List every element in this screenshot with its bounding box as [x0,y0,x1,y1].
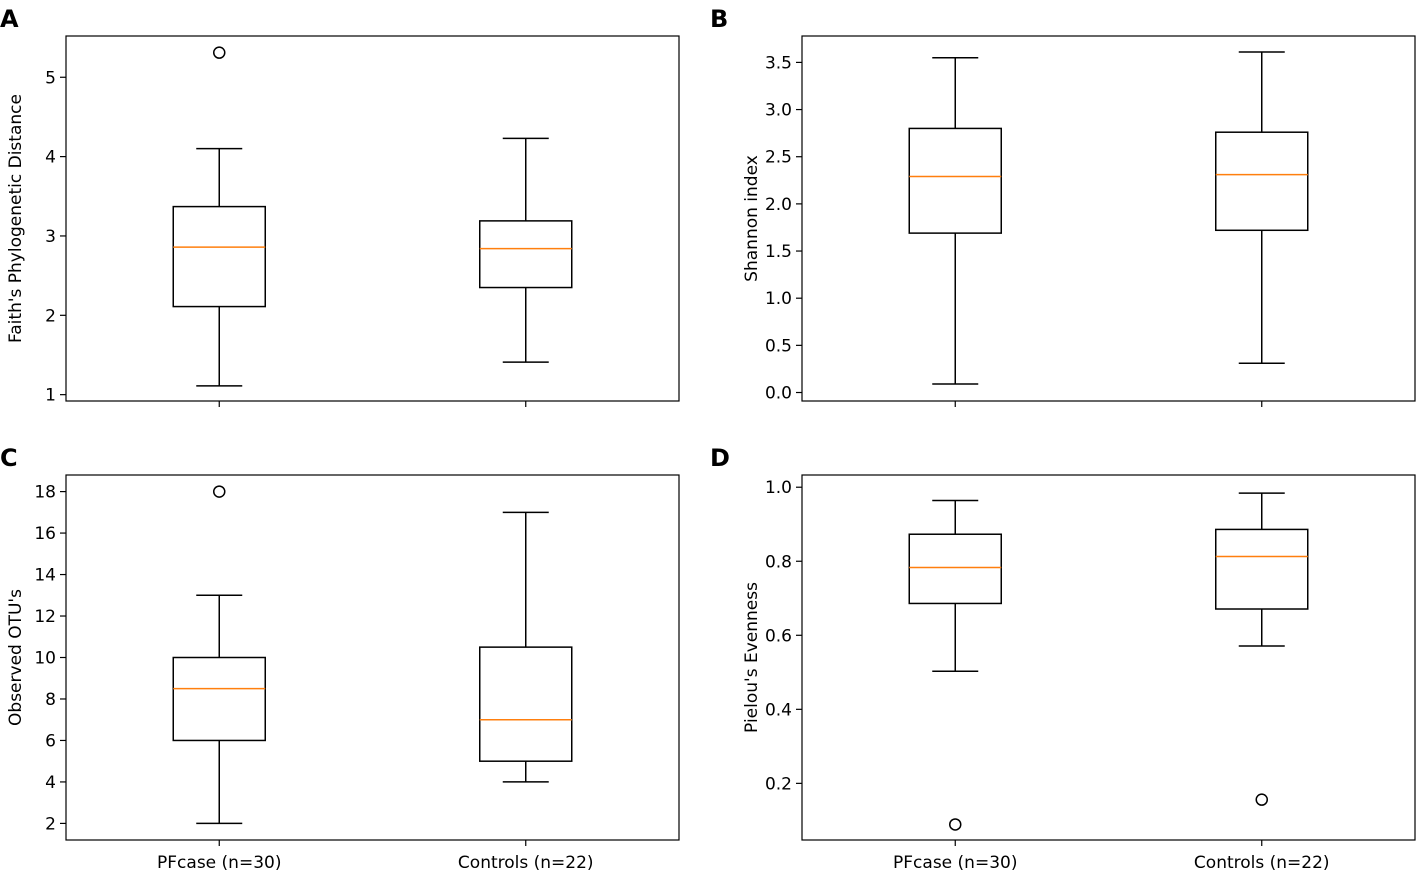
iqr-box [172,656,266,742]
panel-letter: D [710,444,730,472]
box-pfcase [908,56,1002,385]
y-tick-label: 0.2 [765,774,792,794]
outlier-point [213,485,226,498]
y-tick-label: 0.4 [765,700,792,720]
iqr-box [172,205,266,308]
panel-letter: B [710,5,728,33]
box-pfcase [908,499,1002,831]
box-controls [1215,51,1309,365]
outlier-point [1255,793,1268,806]
y-tick-label: 3.5 [765,53,792,73]
outlier-point [949,818,962,831]
iqr-box [479,220,573,289]
y-tick-label: 0.6 [765,626,792,646]
iqr-box [1215,528,1309,610]
axes-frame [801,474,1416,841]
y-tick-label: 3 [45,227,56,247]
y-tick-label: 4 [45,773,56,793]
y-axis-label: Pielou's Evenness [742,582,762,733]
axes-frame [65,35,680,402]
y-axis-label: Observed OTU's [6,589,26,726]
y-tick-label: 1.0 [765,289,792,309]
y-tick-label: 5 [45,68,56,88]
panel-a: A 1 2 3 4 5 Faith's Phylogenetic Distance [0,5,680,407]
x-tick-label: Controls (n=22) [1194,853,1330,873]
y-axis-label: Shannon index [742,155,762,282]
y-tick-label: 4 [45,148,56,168]
panel-b: B 0.0 0.5 1.0 1.5 2.0 2.5 3.0 3.5 Shannon index [710,5,1416,407]
y-tick-label: 1.5 [765,242,792,262]
y-tick-label: 18 [34,483,56,503]
panel-d: D 0.2 0.4 0.6 0.8 1.0 Pielou's Evenness PFcase … [710,444,1416,873]
y-axis-label: Faith's Phylogenetic Distance [6,94,26,343]
panel-c: C 2 4 6 8 10 12 14 16 18 Observed OTU's PFcase (n=3… [0,444,680,873]
iqr-box [908,127,1002,234]
y-tick-label: 0.0 [765,384,792,404]
box-pfcase [172,485,266,825]
x-tick-label: PFcase (n=30) [893,853,1017,873]
x-tick-label: PFcase (n=30) [157,853,281,873]
y-tick-label: 12 [34,607,56,627]
y-tick-label: 16 [34,524,56,544]
y-tick-label: 2.5 [765,148,792,168]
axes-frame [65,474,680,841]
y-tick-label: 3.0 [765,101,792,121]
y-tick-label: 1 [45,386,56,406]
y-tick-label: 6 [45,731,56,751]
axes-frame [801,35,1416,402]
box-pfcase [172,46,266,387]
box-controls [479,137,573,363]
outlier-point [213,46,226,59]
panel-letter: C [0,444,18,472]
y-tick-label: 2.0 [765,195,792,215]
y-tick-label: 10 [34,649,56,669]
panel-letter: A [0,5,19,33]
y-tick-label: 1.0 [765,478,792,498]
box-controls [479,511,573,783]
y-tick-label: 2 [45,814,56,834]
iqr-box [1215,131,1309,232]
y-tick-label: 0.8 [765,552,792,572]
y-tick-label: 2 [45,306,56,326]
iqr-box [908,533,1002,605]
box-controls [1215,492,1309,806]
x-tick-label: Controls (n=22) [458,853,594,873]
iqr-box [479,646,573,762]
y-tick-label: 0.5 [765,336,792,356]
y-tick-label: 14 [34,566,56,586]
y-tick-label: 8 [45,690,56,710]
